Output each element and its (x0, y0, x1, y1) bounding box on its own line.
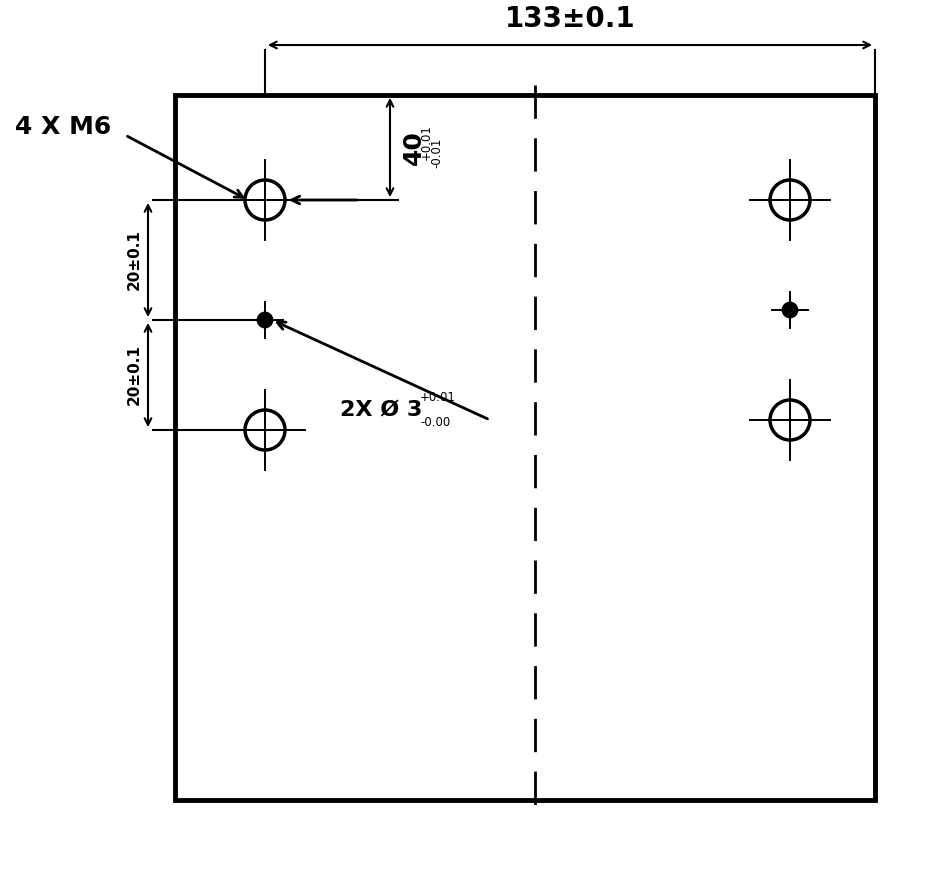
Text: 133±0.1: 133±0.1 (505, 5, 635, 33)
Text: 4 X M6: 4 X M6 (15, 115, 111, 139)
Text: +0.01: +0.01 (419, 125, 432, 160)
Circle shape (257, 313, 271, 327)
Circle shape (782, 303, 797, 317)
Text: 40: 40 (402, 130, 426, 165)
Bar (175, 95, 874, 800)
Text: -0.01: -0.01 (430, 137, 443, 167)
Text: 2X Ø 3: 2X Ø 3 (340, 400, 422, 420)
Text: -0.00: -0.00 (419, 416, 450, 429)
Text: +0.01: +0.01 (419, 391, 456, 404)
Text: 20±0.1: 20±0.1 (126, 344, 141, 406)
Text: 20±0.1: 20±0.1 (126, 230, 141, 290)
